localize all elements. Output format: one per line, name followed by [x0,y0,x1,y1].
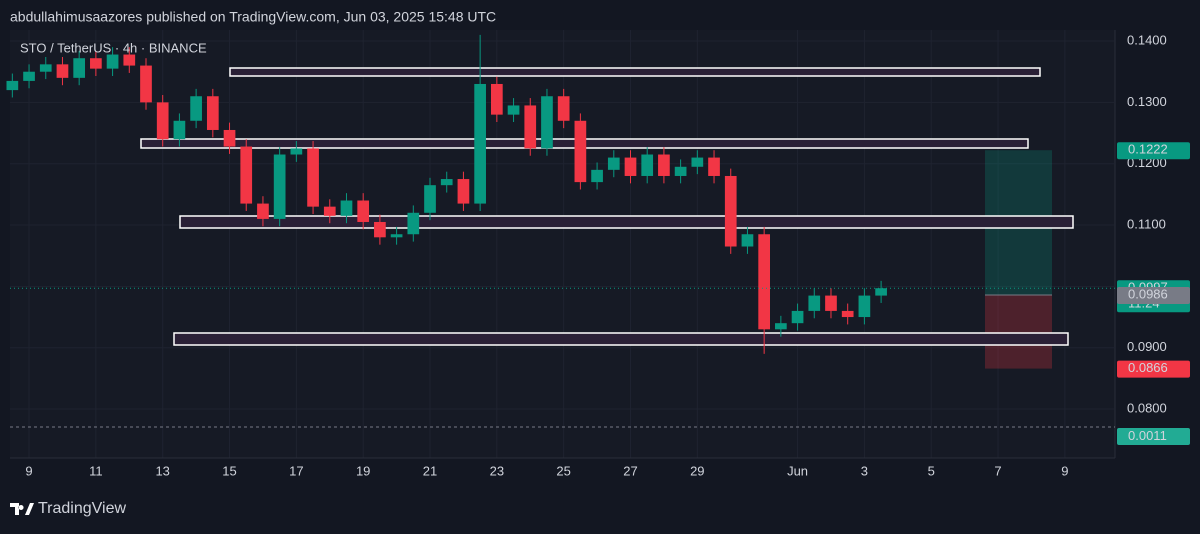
candle-body [641,154,654,176]
candle-body [507,105,520,115]
candle-body [424,185,436,213]
target-label: 0.1222 [1128,142,1168,157]
candle-body [775,323,787,330]
legend: STO / TetherUS · 4h · BINANCE [20,40,207,55]
candle-body [457,179,470,204]
stop-label: 0.0866 [1128,360,1168,375]
indicator-label-box [1117,428,1190,445]
candle-body [206,96,219,130]
candle-body [574,120,587,183]
x-tick-label: 3 [861,463,868,478]
logo-icon [10,503,34,515]
candle-body [658,154,670,176]
candle-body [691,157,704,167]
candle-body [307,148,319,207]
candles [6,34,887,354]
candle-body [674,166,687,176]
candle-body [190,96,202,121]
x-tick-label: 21 [423,463,437,478]
header: abdullahimusaazores published on Trading… [10,9,496,25]
x-tick-label: 25 [556,463,570,478]
candle-body [73,58,86,78]
x-tick-label: 9 [1061,463,1068,478]
candle-body [825,295,837,311]
zone [179,215,1074,229]
candle-body [106,54,119,69]
x-tick-label: 29 [690,463,704,478]
zone [173,332,1069,346]
candle-body [624,157,637,176]
candle-body [407,212,420,235]
x-tick-label: 5 [928,463,935,478]
x-tick-label: 27 [623,463,637,478]
x-tick-label: 11 [89,463,103,478]
stop-label-box [1117,360,1190,378]
candle-body [223,129,236,147]
candle-body [390,234,403,238]
candle-body [257,203,269,219]
y-tick-label: 0.1400 [1127,32,1167,47]
candle-body [240,146,253,204]
candle-body [841,310,854,318]
candle-body [724,175,737,247]
candle-body [123,54,136,66]
x-tick-label: 15 [222,463,236,478]
candle-body [273,154,286,219]
candle-body [490,83,503,115]
x-tick-label: Jun [787,463,808,478]
plot-area [10,30,1115,458]
candle-body [591,169,603,183]
candle-body [23,71,35,81]
y-tick-label: 0.1300 [1127,94,1167,109]
x-tick-label: 23 [490,463,504,478]
candle-body [708,157,720,176]
candle-body [56,64,69,78]
footer-logo [10,503,34,515]
stop-zone [985,294,1052,369]
entry-label-box [1117,286,1190,304]
candle-body [808,295,821,311]
candle-body [290,148,303,155]
candle-body [156,102,169,140]
grid [10,30,1115,458]
y-tick-label: 0.1100 [1127,216,1166,231]
candle-body [791,310,804,324]
candle-body [524,105,537,149]
candle-body [758,234,771,330]
candle-body [858,295,871,318]
candle-body [323,206,336,216]
target-label-box [1117,142,1190,160]
candle-body [875,288,887,296]
x-tick-label: 7 [994,463,1001,478]
candle-body [6,80,19,91]
candle-body [741,234,754,247]
x-tick-label: 13 [155,463,169,478]
candle-body [357,200,370,222]
candle-body [607,157,620,170]
candle-body [374,221,386,238]
candle-body [140,65,152,103]
x-tick-label: 9 [25,463,32,478]
candle-body [173,120,186,140]
candle-body [557,96,570,121]
candle-body [39,64,52,72]
footer-brand: TradingView [38,500,126,517]
candle-body [474,83,486,204]
x-tick-label: 19 [356,463,370,478]
candle-body [90,58,102,69]
candle-body [340,200,353,216]
y-tick-label: 0.0900 [1127,339,1167,354]
candle-body [440,179,453,186]
indicator-label: 0.0011 [1128,428,1167,443]
y-tick-label: 0.0800 [1127,400,1167,415]
x-tick-label: 17 [289,463,303,478]
entry-label: 0.0986 [1128,286,1168,301]
candle-body [541,96,553,149]
zone [229,67,1041,77]
